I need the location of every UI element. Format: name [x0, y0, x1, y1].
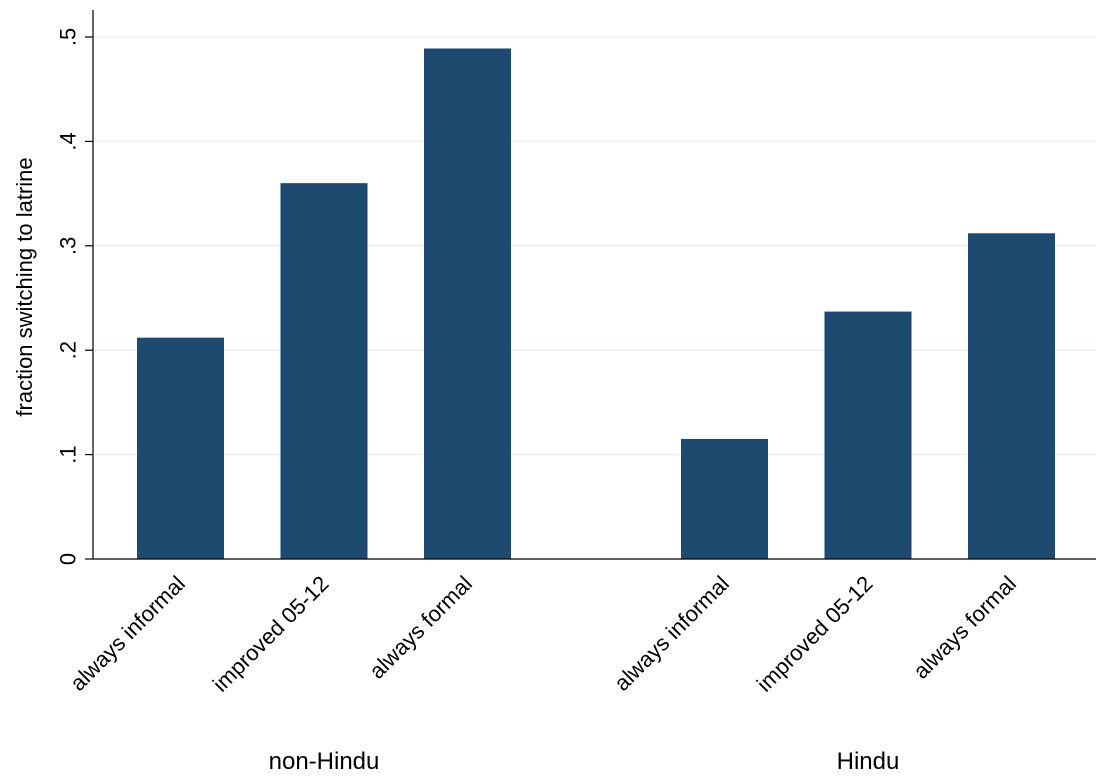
category-label: always formal [364, 571, 477, 684]
bar [681, 438, 768, 559]
y-tick-label: .5 [56, 28, 81, 46]
bars [137, 48, 1055, 559]
y-axis-title: fraction switching to latrine [12, 157, 37, 416]
y-tick-label: .1 [56, 445, 81, 463]
bar [824, 311, 912, 559]
y-tick-label: .3 [56, 237, 81, 255]
category-label: always informal [609, 571, 734, 696]
y-tick-label: .4 [56, 132, 81, 150]
category-label: always formal [908, 571, 1021, 684]
category-label: improved 05-12 [208, 571, 334, 697]
category-labels: always informal improved 05-12 always form… [65, 571, 1021, 697]
category-label: always informal [65, 571, 190, 696]
y-tick-label: 0 [56, 553, 81, 565]
y-tick-label: .2 [56, 341, 81, 359]
group-label: Hindu [837, 748, 900, 775]
bar [424, 48, 511, 559]
bar [137, 337, 224, 559]
group-label: non-Hindu [269, 748, 380, 775]
grid-lines [93, 36, 1096, 456]
y-axis [85, 10, 1096, 560]
bar [280, 183, 368, 559]
group-labels: non-Hindu Hindu [269, 748, 900, 775]
category-label: improved 05-12 [752, 571, 878, 697]
bar [968, 233, 1055, 559]
y-tick-labels: 0 .1 .2 .3 .4 .5 [56, 28, 81, 565]
